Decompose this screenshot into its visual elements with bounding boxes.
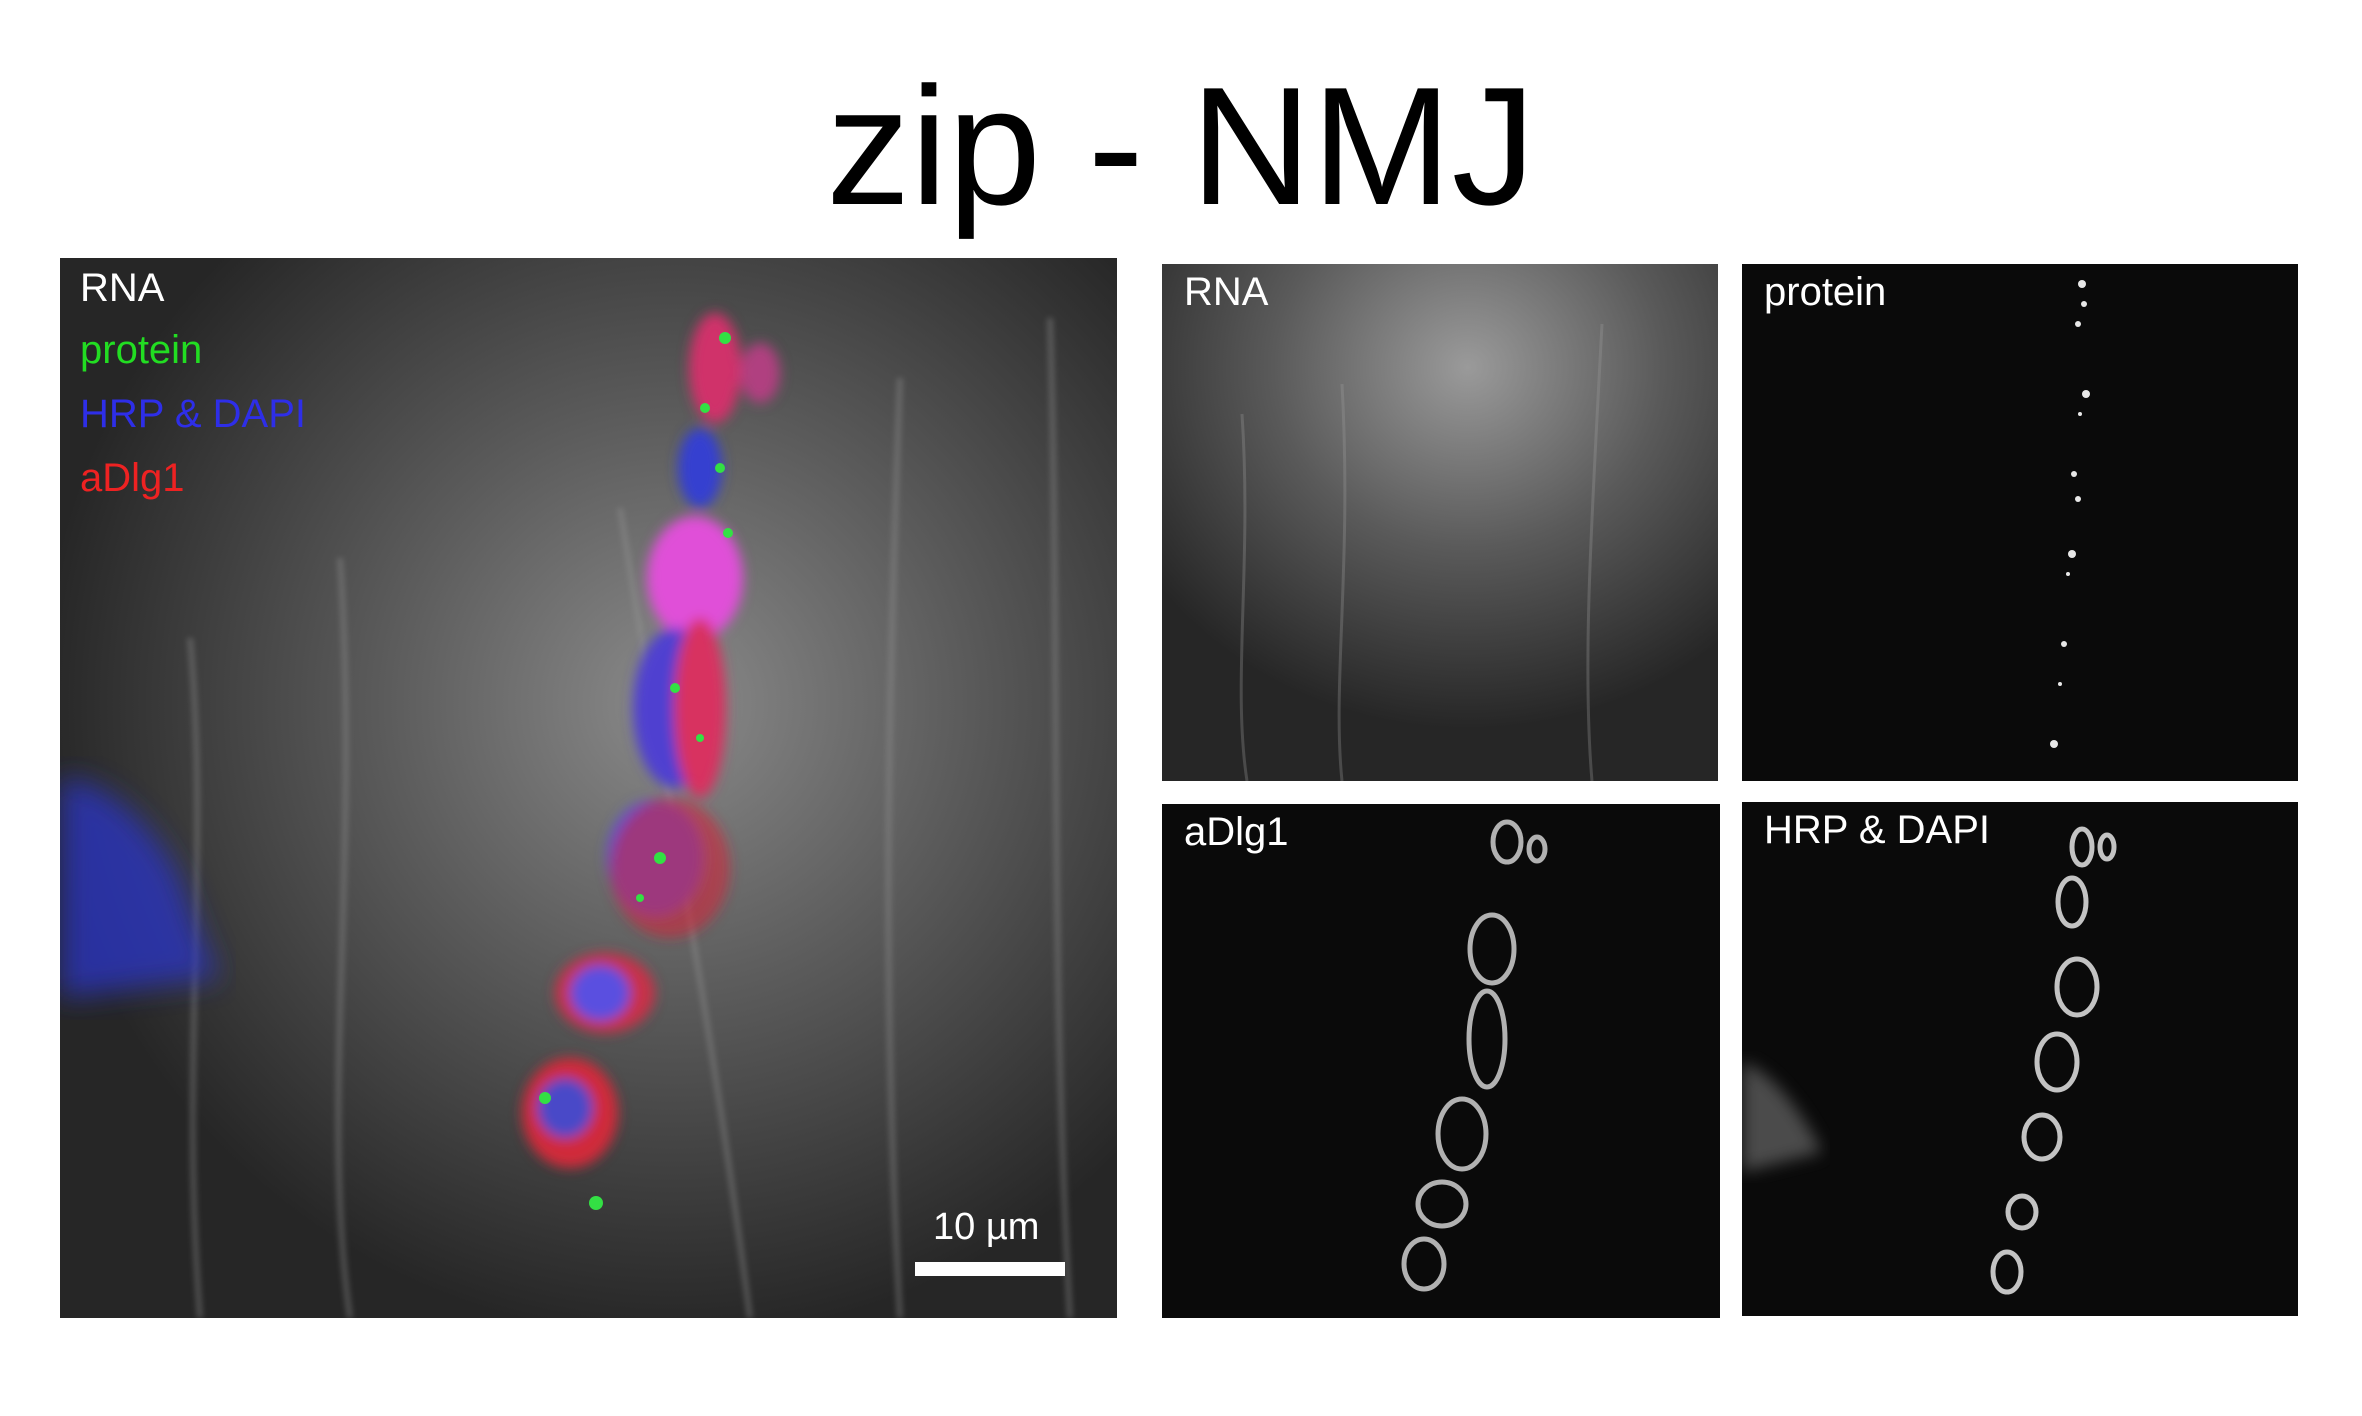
rna-channel-image — [1162, 264, 1718, 781]
merged-micrograph-image — [60, 258, 1117, 1318]
figure-title: zip - NMJ — [826, 52, 1536, 240]
rna-channel-panel: RNA — [1162, 264, 1718, 781]
adlg1-channel-panel: aDlg1 — [1162, 804, 1720, 1318]
adlg1-panel-label: aDlg1 — [1184, 810, 1289, 854]
hrp-dapi-channel-image — [1742, 802, 2298, 1316]
hrp-dapi-panel-label: HRP & DAPI — [1764, 808, 1990, 852]
legend-protein: protein — [80, 328, 203, 372]
legend-hrp-dapi: HRP & DAPI — [80, 392, 306, 436]
legend-rna: RNA — [80, 266, 165, 310]
scale-bar — [915, 1262, 1065, 1276]
hrp-dapi-channel-panel: HRP & DAPI — [1742, 802, 2298, 1316]
adlg1-channel-image — [1162, 804, 1720, 1318]
rna-panel-label: RNA — [1184, 270, 1269, 314]
protein-channel-image — [1742, 264, 2298, 781]
protein-channel-panel: protein — [1742, 264, 2298, 781]
merged-micrograph-panel: RNA protein HRP & DAPI aDlg1 10 µm — [60, 258, 1117, 1318]
scale-bar-label: 10 µm — [933, 1206, 1040, 1248]
legend-adlg1: aDlg1 — [80, 456, 185, 500]
protein-panel-label: protein — [1764, 270, 1887, 314]
